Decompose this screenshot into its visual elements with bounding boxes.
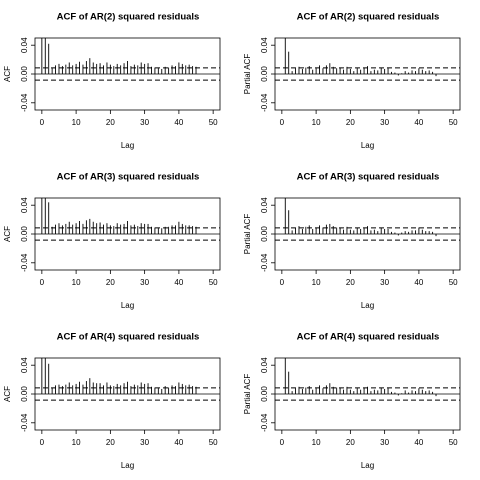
x-tick-label: 10 xyxy=(72,438,81,447)
x-tick-label: 10 xyxy=(312,278,321,287)
y-tick-label: -0.04 xyxy=(20,253,29,272)
plot-box xyxy=(274,357,461,431)
x-tick-label: 40 xyxy=(414,278,423,287)
x-tick-label: 50 xyxy=(209,118,218,127)
plot-area xyxy=(275,38,460,81)
x-tick-label: 40 xyxy=(174,438,183,447)
x-tick-label: 10 xyxy=(72,118,81,127)
x-tick-label: 40 xyxy=(414,438,423,447)
x-tick-label: 40 xyxy=(174,278,183,287)
x-tick-label: 30 xyxy=(140,438,149,447)
y-tick-label: 0.00 xyxy=(260,66,269,82)
x-axis-label: Lag xyxy=(361,301,374,310)
y-tick-label: 0.04 xyxy=(260,357,269,373)
chart-title: ACF of AR(4) squared residuals xyxy=(297,332,440,343)
y-axis-label: Partial ACF xyxy=(243,214,252,255)
plot-area xyxy=(35,38,220,81)
x-axis-label: Lag xyxy=(361,461,374,470)
x-tick-label: 50 xyxy=(449,438,458,447)
chart-title: ACF of AR(2) squared residuals xyxy=(57,12,200,23)
x-tick-label: 10 xyxy=(312,118,321,127)
x-tick-label: 30 xyxy=(140,278,149,287)
x-tick-label: 0 xyxy=(280,438,285,447)
y-tick-label: 0.00 xyxy=(260,386,269,402)
y-tick-label: -0.04 xyxy=(260,93,269,112)
y-axis-label: ACF xyxy=(3,386,12,402)
x-tick-label: 30 xyxy=(380,118,389,127)
x-tick-label: 50 xyxy=(209,278,218,287)
y-tick-label: 0.04 xyxy=(20,357,29,373)
x-tick-label: 0 xyxy=(40,438,45,447)
plot-box xyxy=(34,37,221,111)
x-tick-label: 40 xyxy=(414,118,423,127)
y-tick-label: -0.04 xyxy=(260,253,269,272)
plot-area xyxy=(275,198,460,241)
x-tick-label: 40 xyxy=(174,118,183,127)
plot-area xyxy=(275,358,460,401)
plot-box xyxy=(34,197,221,271)
x-tick-label: 50 xyxy=(449,278,458,287)
y-tick-label: 0.04 xyxy=(260,197,269,213)
x-tick-label: 20 xyxy=(346,278,355,287)
x-tick-label: 50 xyxy=(449,118,458,127)
plot-box xyxy=(34,357,221,431)
plot-area xyxy=(35,198,220,241)
y-tick-label: -0.04 xyxy=(20,93,29,112)
x-tick-label: 20 xyxy=(106,118,115,127)
x-tick-label: 10 xyxy=(312,438,321,447)
x-tick-label: 0 xyxy=(280,118,285,127)
y-tick-label: 0.04 xyxy=(260,37,269,53)
x-tick-label: 20 xyxy=(346,118,355,127)
panel: ACF of AR(2) squared residuals Lag ACF 0 10 2… xyxy=(3,12,221,150)
panel: ACF of AR(4) squared residuals Lag ACF 0 10 2… xyxy=(3,332,221,470)
y-tick-label: 0.04 xyxy=(20,197,29,213)
x-axis-label: Lag xyxy=(121,141,134,150)
y-tick-label: 0.00 xyxy=(20,386,29,402)
x-tick-label: 0 xyxy=(40,118,45,127)
y-tick-label: -0.04 xyxy=(20,413,29,432)
x-tick-label: 0 xyxy=(40,278,45,287)
y-axis-label: ACF xyxy=(3,66,12,82)
x-tick-label: 30 xyxy=(380,438,389,447)
x-axis-label: Lag xyxy=(121,461,134,470)
panel: ACF of AR(4) squared residuals Lag Partial… xyxy=(243,332,461,470)
x-tick-label: 30 xyxy=(140,118,149,127)
x-tick-label: 20 xyxy=(106,438,115,447)
x-tick-label: 10 xyxy=(72,278,81,287)
x-tick-label: 30 xyxy=(380,278,389,287)
x-axis-label: Lag xyxy=(361,141,374,150)
chart-title: ACF of AR(2) squared residuals xyxy=(297,12,440,23)
chart-title: ACF of AR(3) squared residuals xyxy=(57,172,200,183)
y-axis-label: Partial ACF xyxy=(243,374,252,415)
y-tick-label: -0.04 xyxy=(260,413,269,432)
y-tick-label: 0.00 xyxy=(260,226,269,242)
x-tick-label: 20 xyxy=(346,438,355,447)
y-tick-label: 0.00 xyxy=(20,66,29,82)
x-tick-label: 50 xyxy=(209,438,218,447)
y-axis-label: ACF xyxy=(3,226,12,242)
x-tick-label: 0 xyxy=(280,278,285,287)
chart-title: ACF of AR(4) squared residuals xyxy=(57,332,200,343)
x-tick-label: 20 xyxy=(106,278,115,287)
x-axis-label: Lag xyxy=(121,301,134,310)
y-tick-label: 0.04 xyxy=(20,37,29,53)
plot-box xyxy=(274,37,461,111)
y-axis-label: Partial ACF xyxy=(243,54,252,95)
plot-area xyxy=(35,358,220,401)
plot-box xyxy=(274,197,461,271)
panel: ACF of AR(3) squared residuals Lag ACF 0 10 2… xyxy=(3,172,221,310)
y-tick-label: 0.00 xyxy=(20,226,29,242)
panel: ACF of AR(3) squared residuals Lag Partial… xyxy=(243,172,461,310)
panel: ACF of AR(2) squared residuals Lag Partial… xyxy=(243,12,461,150)
chart-title: ACF of AR(3) squared residuals xyxy=(297,172,440,183)
